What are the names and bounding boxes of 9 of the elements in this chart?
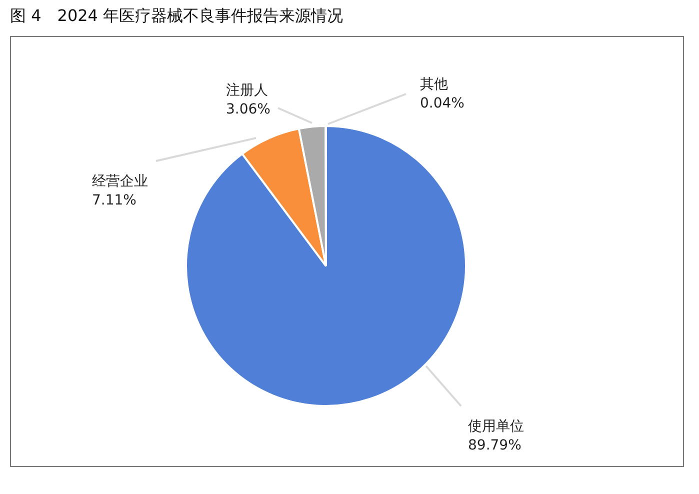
slice-label: 注册人 [226,82,268,99]
data-label: 7.11% [92,192,136,209]
data-label: 0.04% [420,96,464,112]
slice-label: 其他 [420,76,448,93]
data-label: 3.06% [226,102,270,118]
data-label: 89.79% [468,438,522,454]
slice-label: 经营企业 [92,174,148,190]
chart-title: 图 4 2024 年医疗器械不良事件报告来源情况 [10,6,344,27]
slice-label: 使用单位 [468,418,524,435]
